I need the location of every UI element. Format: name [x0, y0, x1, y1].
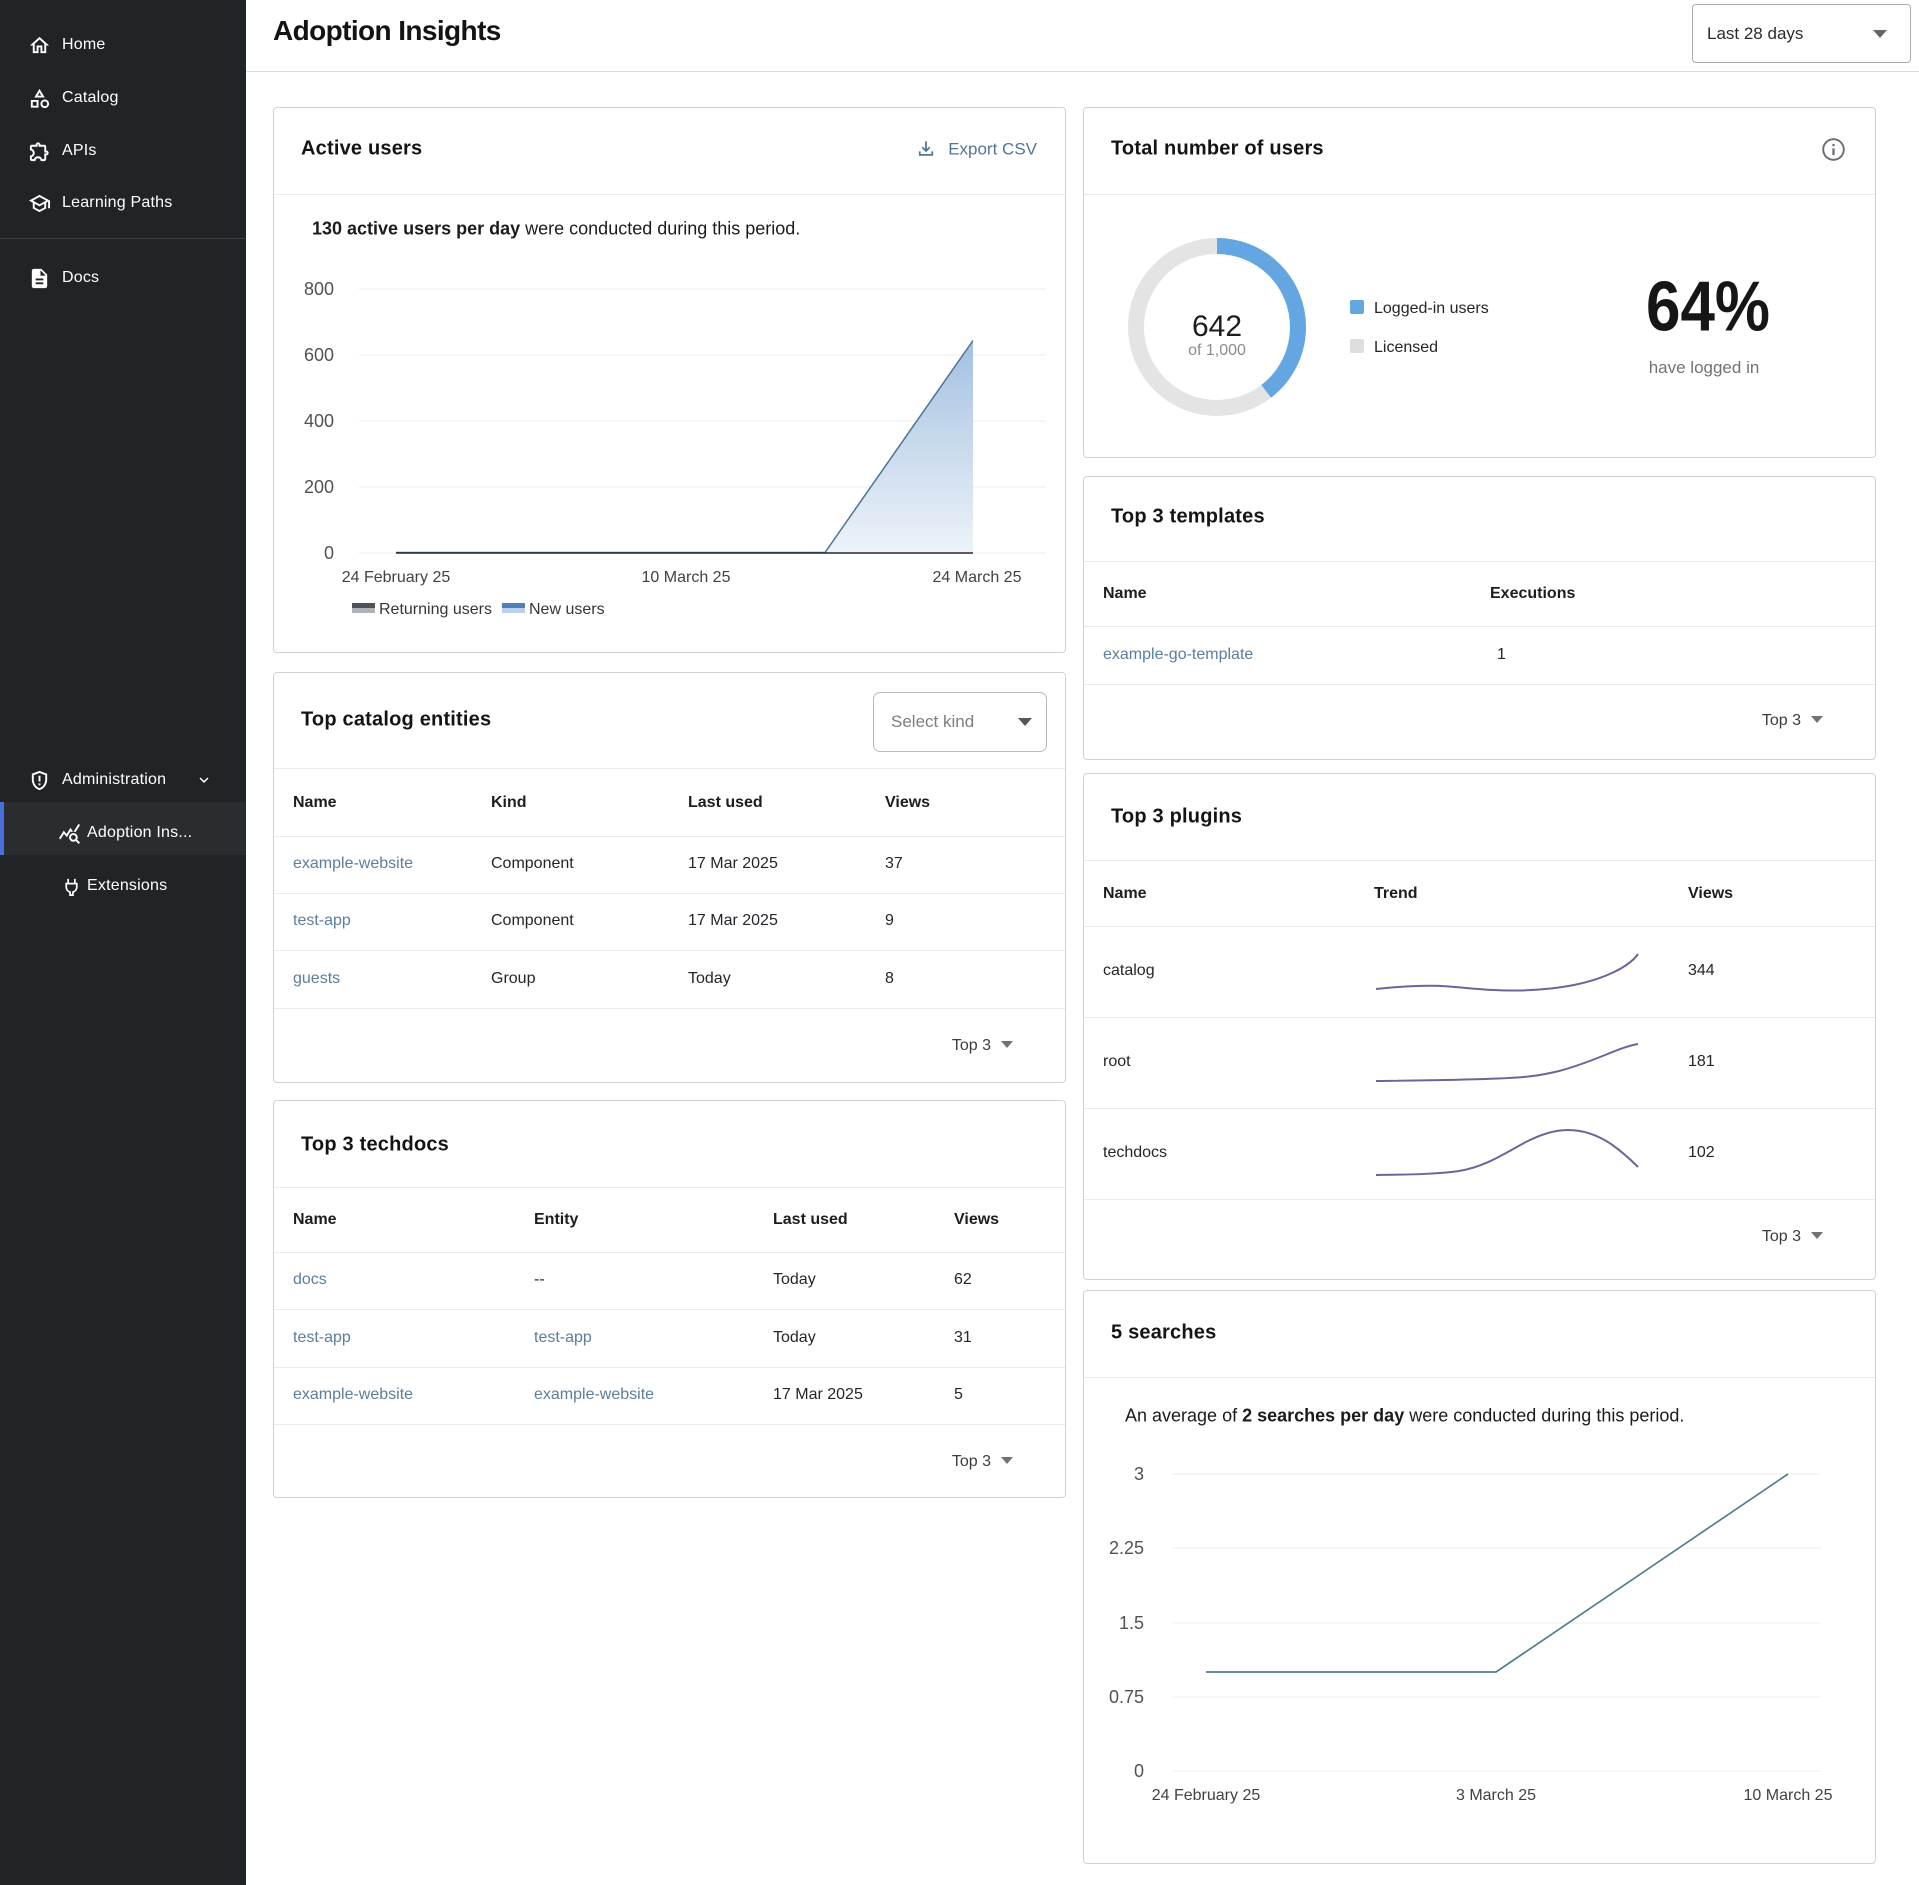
svg-text:1.5: 1.5	[1119, 1613, 1144, 1633]
svg-text:Logged-in users: Logged-in users	[1374, 300, 1489, 317]
svg-text:0.75: 0.75	[1109, 1687, 1144, 1707]
svg-text:3: 3	[1134, 1464, 1144, 1484]
svg-text:3 March 25: 3 March 25	[1456, 1787, 1536, 1804]
svg-text:2.25: 2.25	[1109, 1538, 1144, 1558]
svg-text:10 March 25: 10 March 25	[1744, 1787, 1833, 1804]
svg-text:0: 0	[1134, 1761, 1144, 1781]
svg-text:400: 400	[304, 411, 334, 431]
svg-text:have logged in: have logged in	[1649, 358, 1760, 377]
svg-text:Returning users: Returning users	[379, 601, 492, 618]
svg-text:24 February 25: 24 February 25	[1152, 1787, 1261, 1804]
svg-text:10 March 25: 10 March 25	[642, 569, 731, 586]
svg-text:24 March 25: 24 March 25	[933, 569, 1022, 586]
svg-text:200: 200	[304, 477, 334, 497]
svg-text:0: 0	[324, 543, 334, 563]
svg-text:Licensed: Licensed	[1374, 339, 1438, 356]
svg-text:642: 642	[1192, 310, 1242, 343]
svg-text:64%: 64%	[1646, 268, 1770, 346]
svg-text:800: 800	[304, 279, 334, 299]
svg-text:24 February 25: 24 February 25	[342, 569, 451, 586]
svg-text:New users: New users	[529, 601, 605, 618]
svg-text:of 1,000: of 1,000	[1188, 342, 1246, 359]
svg-text:600: 600	[304, 345, 334, 365]
